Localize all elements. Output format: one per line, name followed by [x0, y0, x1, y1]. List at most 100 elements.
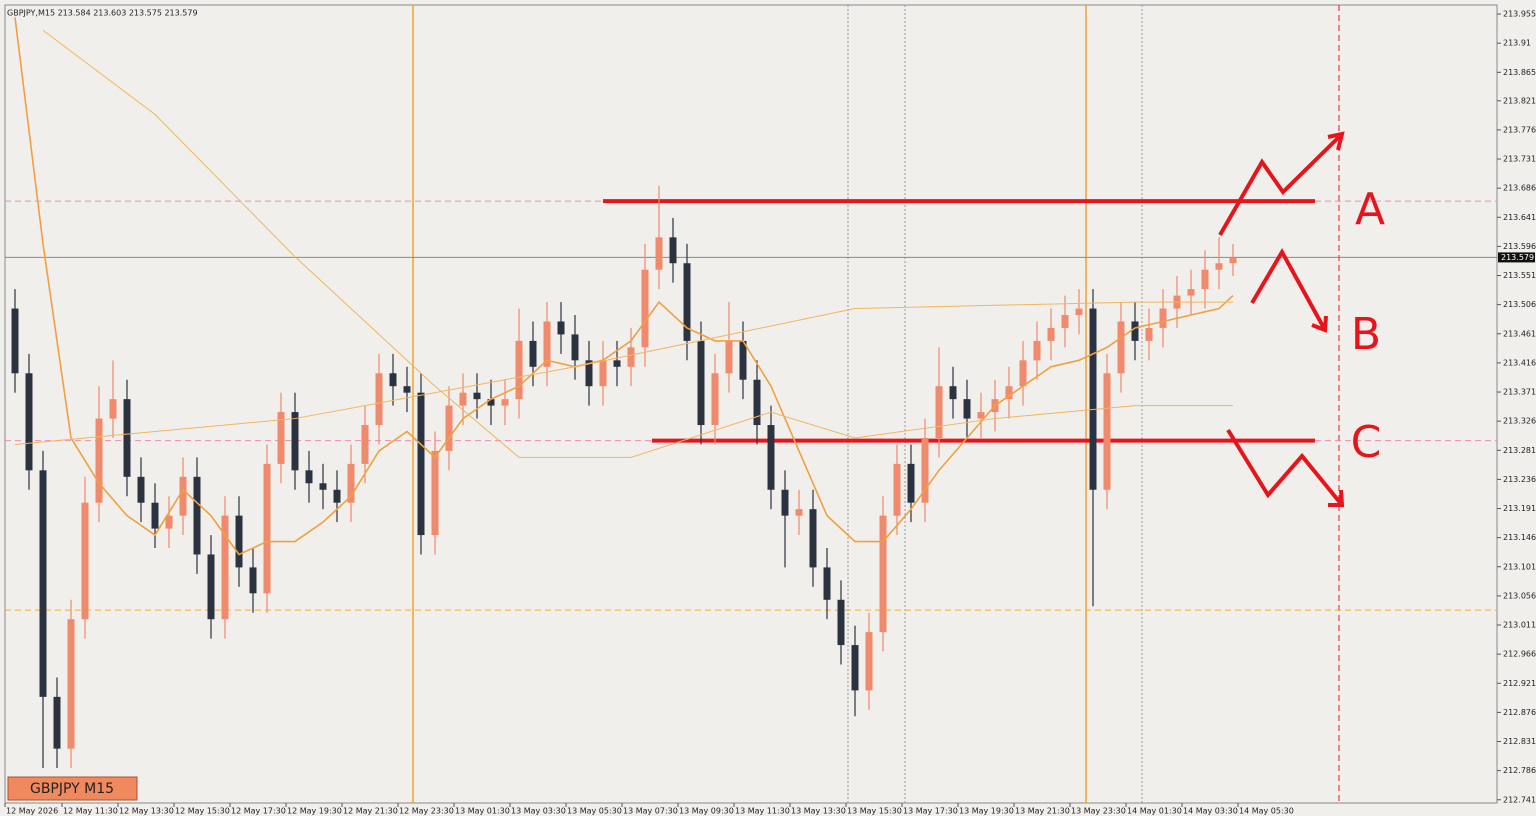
- y-tick-label: 212.786: [1503, 766, 1536, 775]
- candle-body: [823, 567, 831, 600]
- candle-body: [1159, 308, 1167, 328]
- current-price-tag: [1498, 252, 1535, 263]
- y-tick-label: 213.236: [1503, 475, 1536, 484]
- candle-body: [543, 321, 551, 367]
- candle-body: [1117, 321, 1125, 374]
- candle-body: [361, 425, 369, 464]
- candle-body: [949, 386, 957, 400]
- x-tick-label: 13 May 11:30: [735, 807, 790, 816]
- candle-body: [305, 470, 313, 484]
- plot-area: [4, 4, 1498, 804]
- y-tick-label: 213.461: [1503, 329, 1536, 338]
- candle-body: [557, 321, 565, 335]
- candle-body: [935, 386, 943, 438]
- candle-body: [669, 237, 677, 264]
- candle-body: [1103, 373, 1111, 490]
- candle-body: [417, 392, 425, 536]
- candle-body: [921, 437, 929, 503]
- y-tick-label: 213.955: [1503, 10, 1536, 19]
- candle-body: [473, 392, 481, 400]
- marks: [5, 17, 1497, 769]
- candle-body: [53, 696, 61, 749]
- candle-body: [501, 399, 509, 406]
- y-tick-label: 212.966: [1503, 650, 1536, 659]
- candle-body: [25, 373, 33, 471]
- candle-body: [851, 645, 859, 691]
- candle-body: [529, 340, 537, 367]
- candle-body: [725, 340, 733, 374]
- candle-body: [207, 554, 215, 620]
- candle-body: [151, 502, 159, 529]
- candle-body: [1089, 308, 1097, 490]
- candle-body: [795, 509, 803, 516]
- scenario-arrow: [1250, 247, 1328, 333]
- x-tick-label: 13 May 23:30: [1071, 807, 1126, 816]
- x-tick-label: 14 May 01:30: [1127, 807, 1182, 816]
- y-tick-label: 213.281: [1503, 446, 1536, 455]
- scenario-arrow: [1218, 131, 1345, 236]
- y-tick-label: 213.146: [1503, 533, 1536, 542]
- x-tick-label: 12 May 11:30: [63, 807, 118, 816]
- candle-body: [459, 392, 467, 406]
- candle-body: [1019, 360, 1027, 387]
- candle-body: [907, 463, 915, 503]
- candle-body: [599, 360, 607, 387]
- candle-body: [179, 476, 187, 516]
- candle-body: [655, 237, 663, 270]
- y-tick-label: 213.596: [1503, 242, 1536, 251]
- candle-body: [291, 412, 299, 471]
- scenario-arrow: [1226, 428, 1345, 507]
- indicator-line: [42, 29, 1233, 458]
- y-tick-label: 213.191: [1503, 504, 1536, 513]
- candle-body: [1145, 327, 1153, 341]
- candle-body: [235, 515, 243, 568]
- candle-body: [613, 360, 621, 367]
- scenario-label: B: [1351, 309, 1381, 360]
- current-price-label: 213.579: [1501, 253, 1534, 262]
- symbol-label: GBPJPY M15: [30, 781, 114, 797]
- x-tick-label: 12 May 17:30: [231, 807, 286, 816]
- y-tick-label: 213.686: [1503, 184, 1536, 193]
- candle-body: [67, 619, 75, 749]
- x-tick-label: 13 May 05:30: [567, 807, 622, 816]
- y-tick-label: 213.371: [1503, 388, 1536, 397]
- candle-body: [39, 470, 47, 697]
- candle-body: [389, 373, 397, 387]
- y-tick-label: 213.821: [1503, 96, 1536, 105]
- candle-body: [781, 489, 789, 516]
- candle-body: [137, 476, 145, 503]
- y-tick-label: 212.741: [1503, 795, 1536, 804]
- candle-body: [277, 412, 285, 464]
- candle-body: [641, 269, 649, 348]
- y-tick-label: 213.776: [1503, 125, 1536, 134]
- indicator-line: [14, 17, 1234, 556]
- candle-body: [165, 515, 173, 529]
- candle-body: [977, 412, 985, 419]
- x-tick-label: 13 May 17:30: [903, 807, 958, 816]
- candle-body: [347, 463, 355, 503]
- y-tick-label: 213.506: [1503, 300, 1536, 309]
- x-tick-label: 12 May 23:30: [399, 807, 454, 816]
- candle-body: [221, 515, 229, 620]
- candle-body: [739, 340, 747, 380]
- y-tick-label: 213.101: [1503, 562, 1536, 571]
- candle-body: [1229, 257, 1237, 264]
- y-tick-label: 213.641: [1503, 213, 1536, 222]
- candle-body: [753, 379, 761, 426]
- candle-body: [431, 450, 439, 536]
- candle-body: [893, 463, 901, 516]
- y-tick-label: 212.831: [1503, 737, 1536, 746]
- candle-body: [1075, 308, 1083, 316]
- candle-body: [445, 405, 453, 451]
- candle-body: [1187, 289, 1195, 296]
- x-tick-label: 13 May 13:30: [791, 807, 846, 816]
- candle-body: [515, 340, 523, 400]
- y-tick-label: 212.876: [1503, 708, 1536, 717]
- indicator-line: [14, 301, 1233, 445]
- candle-body: [487, 399, 495, 406]
- candle-body: [193, 476, 201, 555]
- x-tick-label: 13 May 01:30: [455, 807, 510, 816]
- candle-body: [767, 425, 775, 490]
- x-tick-label: 13 May 07:30: [623, 807, 678, 816]
- x-tick-label: 13 May 21:30: [1015, 807, 1070, 816]
